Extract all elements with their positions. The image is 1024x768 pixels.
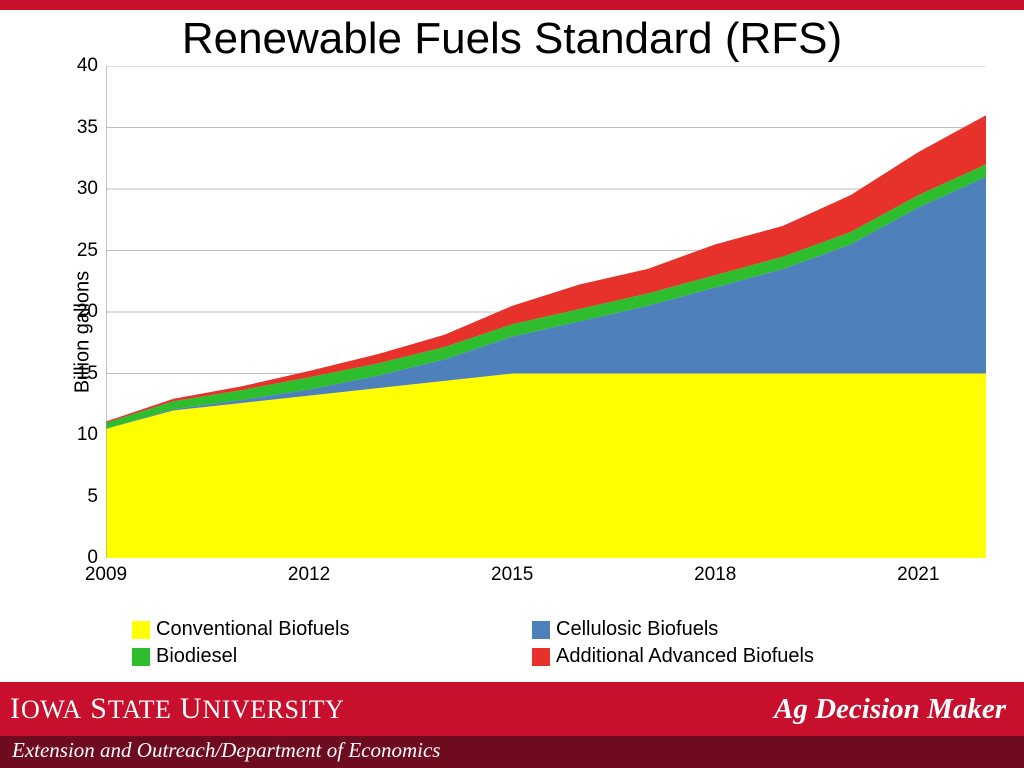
y-tick-label: 40 (77, 55, 106, 77)
legend-item: Conventional Biofuels (132, 618, 532, 641)
y-tick-label: 10 (77, 424, 106, 446)
footer: IOWA STATE UNIVERSITY Ag Decision Maker … (0, 682, 1024, 768)
legend-swatch (132, 621, 150, 639)
slide: Renewable Fuels Standard (RFS) Billion g… (0, 0, 1024, 768)
x-tick-label: 2009 (85, 558, 127, 586)
x-tick-label: 2015 (491, 558, 533, 586)
top-accent-bar (0, 0, 1024, 10)
legend: Conventional Biofuels Cellulosic Biofuels… (132, 618, 952, 672)
legend-label: Biodiesel (156, 645, 237, 668)
legend-label: Cellulosic Biofuels (556, 618, 718, 641)
x-tick-label: 2012 (288, 558, 330, 586)
legend-item: Additional Advanced Biofuels (532, 645, 932, 668)
y-tick-label: 35 (77, 117, 106, 139)
legend-swatch (132, 648, 150, 666)
legend-item: Cellulosic Biofuels (532, 618, 932, 641)
y-tick-label: 30 (77, 178, 106, 200)
plot-area: 051015202530354020092012201520182021 (106, 66, 986, 558)
area-chart-svg (106, 66, 986, 558)
legend-swatch (532, 648, 550, 666)
y-tick-label: 15 (77, 363, 106, 385)
university-wordmark: IOWA STATE UNIVERSITY (10, 692, 344, 726)
brand-name: Ag Decision Maker (774, 693, 1006, 726)
legend-label: Conventional Biofuels (156, 618, 349, 641)
x-tick-label: 2018 (694, 558, 736, 586)
footer-top: IOWA STATE UNIVERSITY Ag Decision Maker (0, 682, 1024, 736)
y-tick-label: 5 (87, 486, 106, 508)
y-tick-label: 25 (77, 240, 106, 262)
y-tick-label: 20 (77, 301, 106, 323)
legend-item: Biodiesel (132, 645, 532, 668)
department-label: Extension and Outreach/Department of Eco… (0, 736, 1024, 763)
chart-container: Billion gallons 051015202530354020092012… (28, 42, 996, 622)
legend-swatch (532, 621, 550, 639)
legend-label: Additional Advanced Biofuels (556, 645, 814, 668)
x-tick-label: 2021 (897, 558, 939, 586)
footer-bottom: Extension and Outreach/Department of Eco… (0, 736, 1024, 768)
